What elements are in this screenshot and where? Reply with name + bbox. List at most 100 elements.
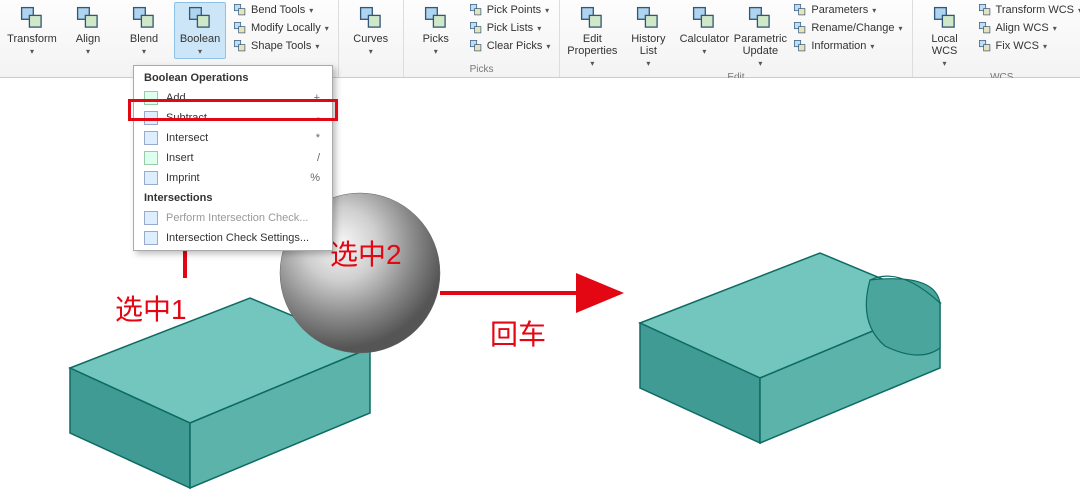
editprops-button[interactable]: Edit Properties ▾: [566, 2, 618, 71]
localwcs-label: Local WCS: [922, 33, 968, 57]
menu-item-intersect[interactable]: Intersect*: [134, 128, 332, 148]
modloc-button[interactable]: Modify Locally ▾: [230, 20, 332, 36]
clearpicks-button[interactable]: Clear Picks ▾: [466, 38, 554, 54]
history-icon: [635, 5, 661, 31]
picklists-button[interactable]: Pick Lists ▾: [466, 20, 554, 36]
params-icon: [793, 3, 807, 17]
chksettings-icon: [144, 231, 158, 245]
chevron-down-icon: ▾: [702, 47, 706, 56]
paramupd-label: Parametric Update: [734, 33, 787, 57]
shape-button[interactable]: Shape Tools ▾: [230, 38, 332, 54]
chevron-down-icon: ▾: [30, 47, 34, 56]
params-label: Parameters: [811, 4, 868, 16]
menu-shortcut: +: [314, 92, 320, 104]
info-icon: [793, 39, 807, 53]
chevron-down-icon: ▾: [86, 47, 90, 56]
curves-icon: [358, 5, 384, 31]
rename-label: Rename/Change: [811, 22, 894, 34]
chevron-down-icon: ▾: [1043, 42, 1047, 51]
chevron-down-icon: ▾: [899, 24, 903, 33]
menu-shortcut: %: [310, 172, 320, 184]
menu-item-label: Intersection Check Settings...: [166, 232, 309, 244]
group-label: Picks: [470, 63, 494, 77]
chevron-down-icon: ▾: [590, 59, 594, 68]
localwcs-button[interactable]: Local WCS ▾: [919, 2, 971, 71]
menu-item-subtract[interactable]: Subtract-: [134, 108, 332, 128]
alignwcs-icon: [978, 21, 992, 35]
annotation-select2: 选中2: [330, 233, 402, 273]
ribbon-group-1: Curves▾: [339, 0, 404, 77]
menu-item-imprint[interactable]: Imprint%: [134, 168, 332, 188]
editprops-icon: [579, 5, 605, 31]
transwcs-button[interactable]: Transform WCS ▾: [975, 2, 1080, 18]
chevron-down-icon: ▾: [434, 47, 438, 56]
info-button[interactable]: Information ▾: [790, 38, 905, 54]
pickpts-button[interactable]: Pick Points ▾: [466, 2, 554, 18]
editprops-label: Edit Properties: [567, 33, 617, 57]
pickpts-icon: [469, 3, 483, 17]
menu-item-insert[interactable]: Insert/: [134, 148, 332, 168]
params-button[interactable]: Parameters ▾: [790, 2, 905, 18]
ribbon-group-4: Local WCS▾Transform WCS ▾Align WCS ▾Fix …: [913, 0, 1080, 77]
calc-label: Calculator: [680, 33, 730, 45]
boolean-button[interactable]: Boolean ▾: [174, 2, 226, 59]
blend-button[interactable]: Blend▾: [118, 2, 170, 59]
curves-button[interactable]: Curves▾: [345, 2, 397, 59]
menu-item-label: Add: [166, 92, 186, 104]
insert-icon: [144, 151, 158, 165]
fixwcs-button[interactable]: Fix WCS ▾: [975, 38, 1080, 54]
dropdown-heading: Boolean Operations: [134, 68, 332, 88]
chevron-down-icon: ▾: [872, 6, 876, 15]
fixwcs-label: Fix WCS: [996, 40, 1039, 52]
pickpts-label: Pick Points: [487, 4, 541, 16]
blend-label: Blend: [130, 33, 158, 45]
transform-button[interactable]: Transform▾: [6, 2, 58, 59]
menu-item-chksettings[interactable]: Intersection Check Settings...: [134, 228, 332, 248]
imprint-icon: [144, 171, 158, 185]
menu-item-perfchk: Perform Intersection Check...: [134, 208, 332, 228]
history-label: History List: [625, 33, 671, 57]
picks-button[interactable]: Picks▾: [410, 2, 462, 59]
modloc-label: Modify Locally: [251, 22, 321, 34]
blend-icon: [131, 5, 157, 31]
bend-button[interactable]: Bend Tools ▾: [230, 2, 332, 18]
history-button[interactable]: History List▾: [622, 2, 674, 71]
rename-icon: [793, 21, 807, 35]
picks-icon: [423, 5, 449, 31]
curves-label: Curves: [353, 33, 388, 45]
alignwcs-label: Align WCS: [996, 22, 1049, 34]
boolean-label: Boolean: [180, 33, 220, 45]
boolean-dropdown: Boolean OperationsAdd+Subtract-Intersect…: [133, 65, 333, 251]
paramupd-button[interactable]: Parametric Update▾: [734, 2, 786, 71]
ribbon-group-3: Edit Properties▾History List▾Calculator▾…: [560, 0, 912, 77]
chevron-down-icon: ▾: [309, 6, 313, 15]
menu-shortcut: *: [316, 132, 320, 144]
clearpicks-label: Clear Picks: [487, 40, 543, 52]
fixwcs-icon: [978, 39, 992, 53]
chevron-down-icon: ▾: [325, 24, 329, 33]
chevron-down-icon: ▾: [870, 42, 874, 51]
annotation-enter: 回车: [490, 313, 546, 353]
chevron-down-icon: ▾: [1053, 24, 1057, 33]
menu-item-add[interactable]: Add +: [134, 88, 332, 108]
perfchk-icon: [144, 211, 158, 225]
bend-icon: [233, 3, 247, 17]
align-button[interactable]: Align▾: [62, 2, 114, 59]
modloc-icon: [233, 21, 247, 35]
chevron-down-icon: ▾: [537, 24, 541, 33]
transform-icon: [19, 5, 45, 31]
chevron-down-icon: ▾: [943, 59, 947, 68]
alignwcs-button[interactable]: Align WCS ▾: [975, 20, 1080, 36]
chevron-down-icon: ▾: [198, 47, 202, 56]
intersect-icon: [144, 131, 158, 145]
calc-button[interactable]: Calculator ▾: [678, 2, 730, 59]
menu-shortcut: -: [316, 112, 320, 124]
boolean-icon: [187, 5, 213, 31]
chevron-down-icon: ▾: [545, 6, 549, 15]
menu-item-label: Imprint: [166, 172, 200, 184]
shape-label: Shape Tools: [251, 40, 311, 52]
menu-item-label: Perform Intersection Check...: [166, 212, 308, 224]
rename-button[interactable]: Rename/Change ▾: [790, 20, 905, 36]
annotation-select1: 选中1: [115, 288, 187, 328]
align-icon: [75, 5, 101, 31]
